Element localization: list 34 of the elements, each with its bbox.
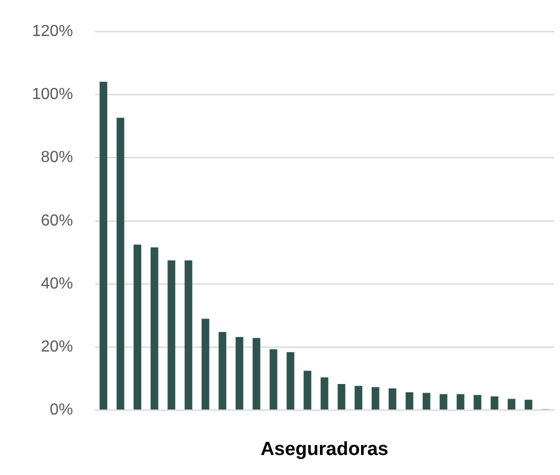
bar bbox=[406, 392, 414, 410]
bar bbox=[202, 318, 210, 410]
x-axis-title: Aseguradoras bbox=[260, 438, 388, 460]
y-tick-label: 80% bbox=[40, 149, 73, 166]
bar bbox=[508, 398, 516, 410]
bar bbox=[354, 386, 362, 410]
bar bbox=[218, 332, 226, 410]
bar bbox=[440, 394, 448, 410]
bar bbox=[422, 392, 430, 410]
bar bbox=[304, 370, 312, 410]
bar bbox=[456, 394, 464, 410]
bar bbox=[168, 260, 176, 410]
y-tick-label: 0% bbox=[50, 402, 73, 419]
bar bbox=[388, 388, 396, 410]
bar bbox=[524, 400, 532, 410]
bar bbox=[320, 377, 328, 410]
y-tick-label: 120% bbox=[32, 23, 73, 40]
bar bbox=[150, 247, 158, 410]
y-tick-label: 40% bbox=[40, 275, 73, 292]
bar bbox=[116, 118, 124, 410]
y-tick-label: 60% bbox=[40, 212, 73, 230]
bar bbox=[372, 387, 380, 410]
bar bbox=[338, 384, 346, 410]
y-tick-label: 20% bbox=[40, 338, 73, 356]
bar bbox=[252, 338, 260, 410]
bar bbox=[134, 244, 142, 410]
bar bbox=[490, 396, 498, 410]
bar bbox=[270, 349, 278, 410]
bar bbox=[100, 82, 108, 410]
bar bbox=[184, 260, 192, 410]
bar bbox=[236, 337, 244, 410]
bar bbox=[286, 352, 294, 410]
y-tick-label: 100% bbox=[32, 86, 73, 104]
bar bbox=[474, 395, 482, 410]
